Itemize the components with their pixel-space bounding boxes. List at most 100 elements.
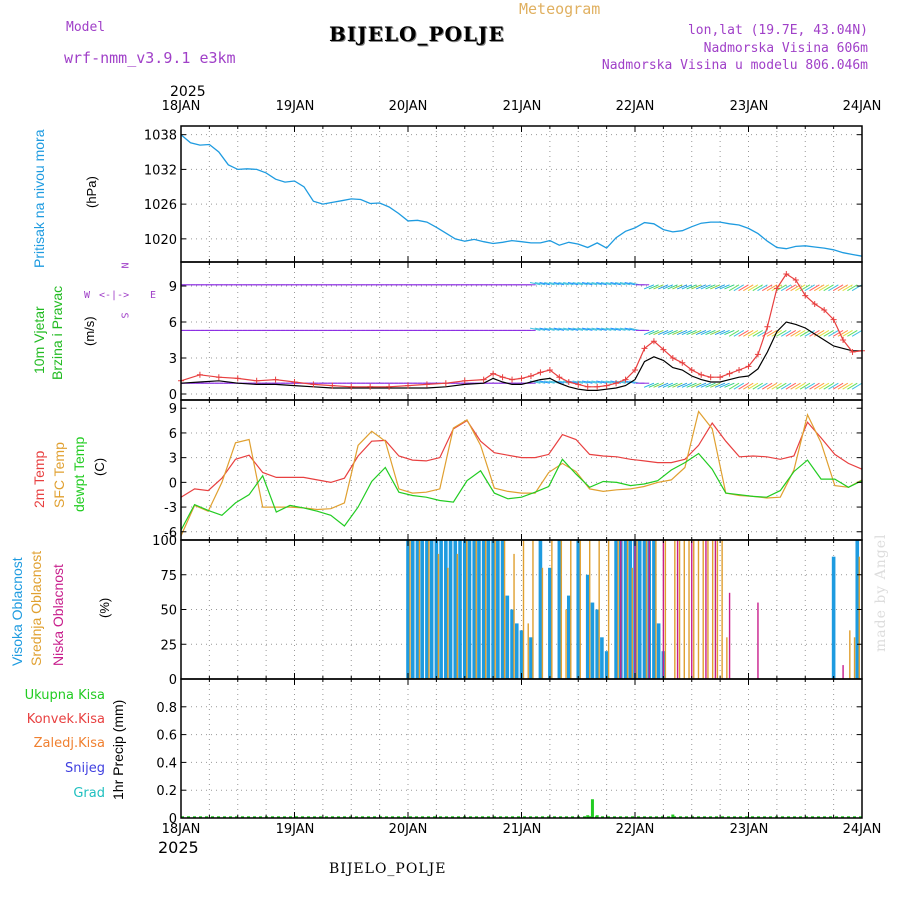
compass-rose: N W <-|-> E S	[84, 258, 164, 328]
cloud-high-bar	[467, 540, 472, 679]
gust-marker	[405, 382, 411, 389]
gust-marker	[423, 381, 430, 388]
cloud-high-bar	[585, 574, 590, 679]
wind-arrow	[719, 382, 730, 388]
cloud-mid-bar	[707, 540, 709, 679]
wind-arrow	[667, 329, 678, 335]
cloud-high-bar	[444, 540, 448, 679]
wind-arrow	[648, 382, 659, 388]
cloud-mid-bar	[418, 540, 421, 679]
cloud-high-bar	[637, 540, 642, 679]
wind-arrow	[681, 284, 692, 290]
cloud-high-bar	[595, 609, 599, 679]
wind-arrow	[567, 327, 579, 331]
y-tick-label: 0.2	[156, 784, 177, 799]
cloud-high-bar	[434, 540, 439, 679]
gust-marker	[367, 383, 374, 390]
wind-arrow	[624, 327, 636, 331]
cloud-mid-bar	[560, 540, 563, 679]
cloud-low-bar	[728, 592, 731, 679]
wind-arrow	[686, 382, 697, 388]
wind-arrow	[733, 382, 745, 390]
precip-total-bar	[671, 814, 675, 818]
cloud-mid-bar	[626, 540, 629, 679]
wind-arrow	[643, 284, 655, 290]
wind-arrow	[799, 382, 811, 390]
wind-arrow	[795, 382, 806, 390]
station-title: BIJELO_POLJE	[329, 22, 505, 46]
wind-arrow	[776, 329, 787, 337]
precip-legend-conv: Konvek.Kisa	[26, 712, 105, 727]
wind-arrow	[553, 282, 565, 286]
cloud-high-bar	[453, 540, 458, 679]
wind-arrow	[615, 282, 626, 286]
gust-marker	[546, 367, 553, 373]
footer-station: BIJELO_POLJE	[329, 861, 447, 877]
wind-arrow	[539, 327, 550, 331]
wind-arrow	[814, 284, 825, 292]
wind-arrow	[828, 382, 839, 390]
wind-arrow	[780, 329, 792, 337]
wind-arrow	[818, 329, 830, 337]
gust-marker	[348, 383, 355, 390]
cloud-mid-bar	[456, 553, 458, 679]
wind-arrow	[823, 284, 834, 292]
top-year-label: 2025	[170, 84, 206, 100]
wind-arrow	[619, 327, 631, 331]
cloud-high-bar	[415, 540, 420, 679]
compass-arrows: <-|->	[99, 290, 130, 301]
wind-arrow	[842, 329, 853, 337]
cloud-high-bar	[462, 540, 467, 679]
bottom-day-label: 22JAN	[615, 822, 655, 837]
wind-arrow	[761, 284, 773, 292]
wind-arrow	[662, 329, 674, 335]
bottom-day-labels: 18JAN 19JAN 20JAN 21JAN 22JAN 23JAN 24JA…	[0, 822, 900, 840]
y-tick-label: 0.6	[156, 729, 177, 744]
cloud-high-bar	[491, 540, 495, 679]
cloud-low-bar	[691, 540, 693, 679]
wind-arrow	[648, 284, 659, 290]
wind-arrow	[539, 380, 550, 384]
cloud-low-bar	[676, 540, 679, 679]
wind-arrow	[695, 284, 707, 290]
wind-layer	[181, 282, 862, 390]
cloud-mid-bar	[428, 540, 430, 679]
wind-arrow	[686, 284, 697, 290]
cloud-low-bar	[714, 540, 717, 679]
y-tick-label: 1038	[144, 129, 177, 144]
top-day-label: 22JAN	[615, 99, 655, 114]
wind-arrow	[847, 284, 858, 292]
wind-arrow	[743, 329, 754, 337]
wind-arrow	[662, 284, 674, 290]
wind-arrow	[653, 284, 664, 290]
wind-arrow	[605, 327, 617, 331]
wind-arrow	[795, 329, 806, 337]
y-tick-label: -3	[164, 501, 177, 516]
gust-marker	[196, 371, 203, 378]
wind-arrow	[747, 382, 759, 390]
precip-legend-frz: Zaledj.Kisa	[33, 736, 105, 751]
bottom-day-label: 20JAN	[388, 822, 428, 837]
gust-marker	[499, 374, 506, 381]
wind-arrow	[747, 284, 759, 292]
wind-arrow	[790, 329, 801, 337]
gust-marker	[632, 367, 638, 373]
wind-arrow	[705, 329, 716, 335]
temp-2m-line	[180, 419, 863, 498]
y-tick-label: 50	[160, 604, 177, 619]
y-tick-label: 0.4	[156, 756, 177, 771]
cloud-high-bar	[514, 623, 519, 679]
cloud-high-bar	[614, 540, 618, 679]
wind-arrow	[700, 329, 711, 335]
cloud-mid-bar	[532, 540, 534, 679]
wind-arrow	[785, 329, 797, 337]
cloud-mid-bar	[522, 540, 525, 679]
wind-arrow	[544, 380, 555, 384]
cloud-high-bar	[505, 595, 510, 679]
cloud-mid-bar	[513, 553, 515, 679]
cloud-high-bar	[590, 602, 595, 679]
wind-arrow	[676, 382, 688, 388]
wind-arrow	[563, 282, 574, 286]
cloud-low-bar	[648, 540, 650, 679]
cloud-mid-bar	[437, 553, 440, 679]
